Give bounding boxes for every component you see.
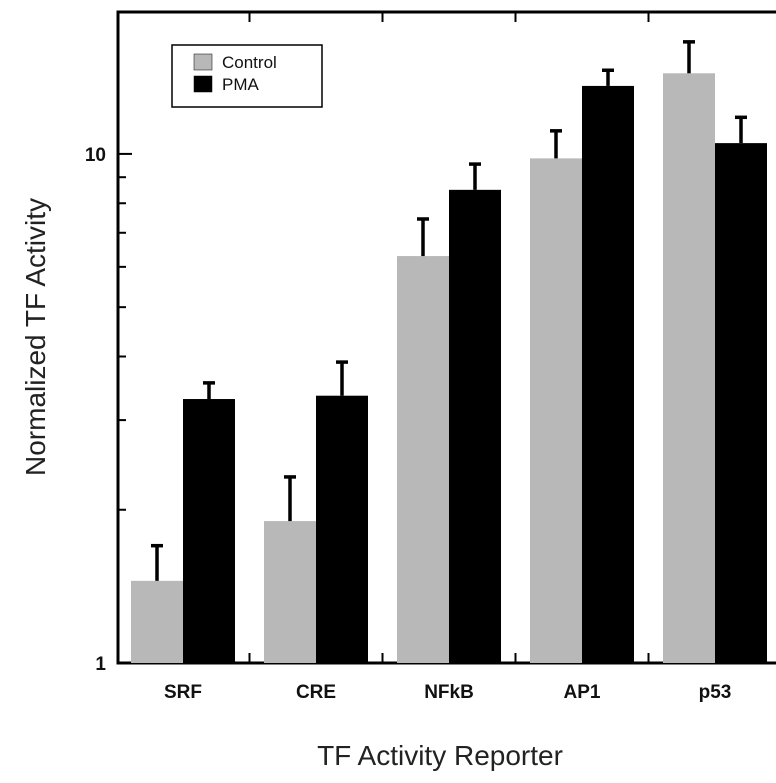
- y-tick-label: 10: [85, 145, 106, 166]
- x-tick-labels: SRF CRE NFkB AP1 p53: [164, 682, 731, 703]
- bar-control-ap1: [530, 158, 582, 663]
- x-tick-label: p53: [699, 682, 732, 703]
- bar-pma-cre: [316, 395, 368, 663]
- x-tick-label: SRF: [164, 682, 202, 703]
- bar-control-cre: [264, 521, 316, 663]
- legend: Control PMA: [171, 44, 323, 108]
- bar-pma-ap1: [582, 85, 634, 664]
- legend-label-pma: PMA: [222, 75, 260, 94]
- axis-ticks: [118, 12, 650, 664]
- bar-pma-nfkb: [449, 189, 501, 664]
- legend-label-control: Control: [222, 53, 277, 72]
- x-axis-title: TF Activity Reporter: [317, 740, 563, 771]
- legend-swatch-control: [193, 53, 213, 71]
- bar-control-p53: [663, 73, 715, 663]
- y-tick-label: 1: [95, 654, 106, 675]
- x-tick-label: AP1: [564, 682, 601, 703]
- bar-pma-srf: [183, 399, 235, 663]
- bars-group: [131, 40, 767, 664]
- x-tick-label: CRE: [296, 682, 336, 703]
- bar-control-nfkb: [397, 256, 449, 663]
- x-tick-label: NFkB: [424, 682, 474, 703]
- bar-control-srf: [131, 580, 183, 663]
- bar-pma-p53: [715, 143, 767, 663]
- legend-swatch-pma: [193, 75, 213, 93]
- y-axis-title: Normalized TF Activity: [20, 198, 51, 476]
- y-tick-labels: 1 10: [85, 145, 107, 675]
